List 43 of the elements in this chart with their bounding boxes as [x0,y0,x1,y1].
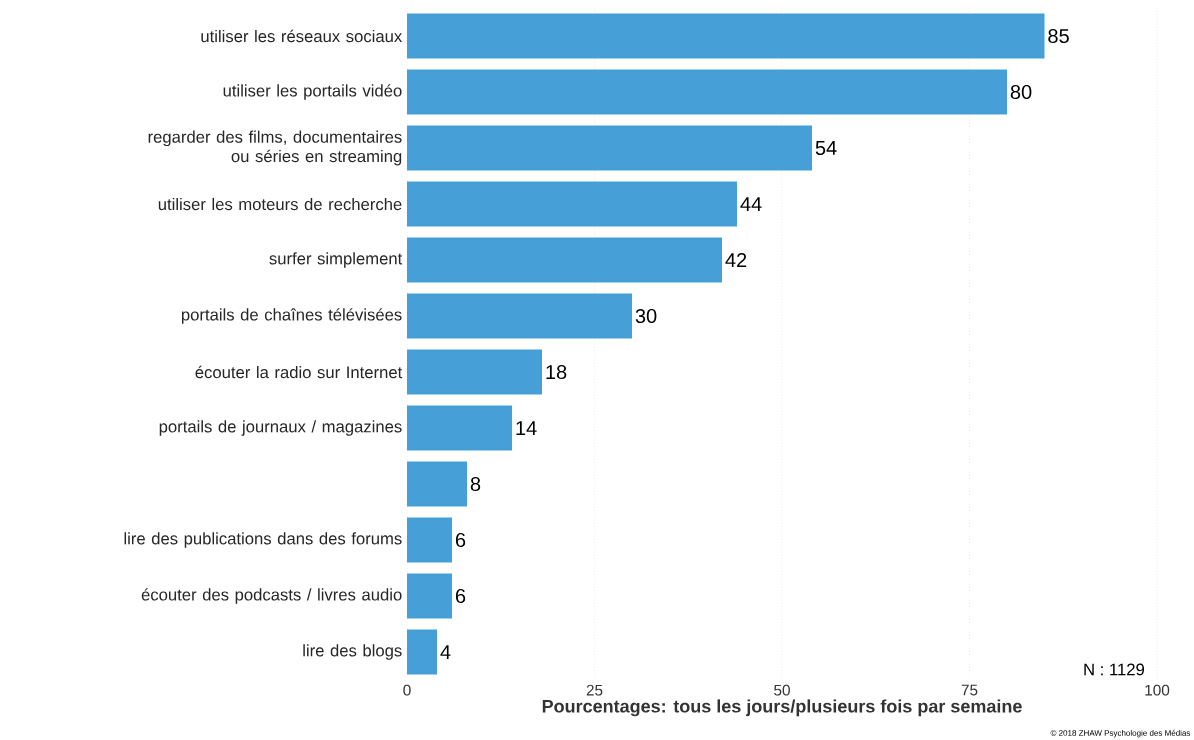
bar [407,629,438,675]
data-label: 14 [516,421,537,435]
bar [407,181,738,227]
bar [407,293,632,339]
y-tick-label: regarder des films, documentaires ou séries en streaming [148,130,402,166]
y-tick-label: portails de chaînes télévisées [181,308,402,324]
y-tick-label: écouter des podcasts / livres audio [141,588,402,604]
bar [407,69,1008,115]
y-tick-label: portails de journaux / magazines [159,420,402,436]
data-label: 6 [455,588,466,604]
bar [407,517,453,563]
x-tick-label: 0 [403,684,411,696]
bar [407,349,543,395]
data-label: 4 [440,645,451,659]
text: © 2018 ZHAW Psychologie des Médias [1050,729,1191,738]
data-label: 42 [725,253,747,267]
data-label: 8 [470,476,481,492]
x-tick-label: 50 [774,684,790,696]
x-tick-label: 25 [586,684,603,696]
data-label: 44 [740,197,762,211]
bar [407,13,1045,59]
x-tick-label: 75 [961,684,978,696]
bar [407,461,467,507]
bar [407,573,453,619]
x-tick-label: 100 [1145,684,1170,696]
bar [407,405,512,451]
data-label: 85 [1048,28,1069,44]
bar [407,125,813,171]
data-label: 30 [635,308,657,324]
y-tick-label: utiliser les portails vidéo [223,84,402,100]
bar [407,237,723,283]
data-label: 6 [455,532,466,548]
data-label: 54 [815,141,837,155]
y-tick-label: utiliser les réseaux sociaux [201,29,403,43]
y-tick-label: utiliser les moteurs de recherche [158,197,402,211]
data-label: 18 [546,364,567,380]
y-tick-label: lire des publications dans des forums [124,532,402,548]
y-tick-label: écouter la radio sur Internet [195,365,403,379]
x-axis-title: Pourcentages: tous les jours/plusieurs fois par semaine [542,699,1022,717]
y-tick-label: surfer simplement [269,252,403,268]
data-label: 80 [1010,84,1032,100]
annotation: N : 1129 [1084,663,1145,676]
y-tick-label: lire des blogs [303,644,402,660]
